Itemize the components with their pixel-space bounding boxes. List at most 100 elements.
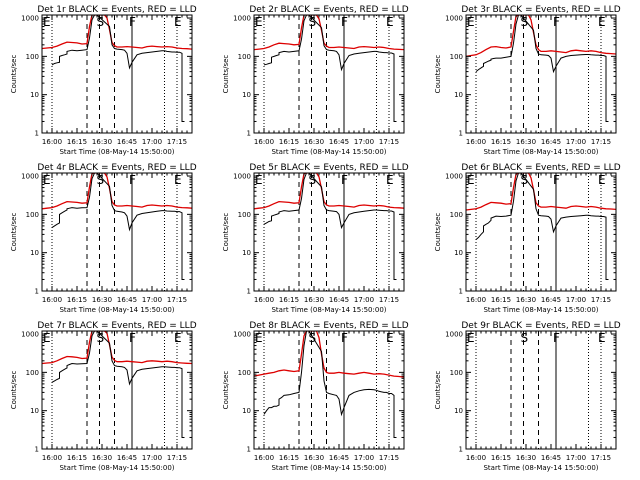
marker-label: E xyxy=(467,173,475,187)
y-axis-label: Counts/sec xyxy=(434,371,442,410)
panel-title: Det 8r BLACK = Events, RED = LLD xyxy=(249,321,408,331)
y-tick-label: 10 xyxy=(242,407,251,415)
x-axis-label: Start Time (08-May-14 15:50:00) xyxy=(271,464,386,472)
x-tick-label: 16:00 xyxy=(42,138,62,146)
x-tick-label: 16:30 xyxy=(92,138,112,146)
marker-label: F xyxy=(129,173,136,187)
x-axis-label: Start Time (08-May-14 15:50:00) xyxy=(483,464,598,472)
x-tick-label: 16:45 xyxy=(329,296,349,304)
y-tick-label: 10 xyxy=(30,249,39,257)
marker-label: F xyxy=(129,15,136,29)
panel-title: Det 1r BLACK = Events, RED = LLD xyxy=(37,5,196,15)
y-tick-label: 1 xyxy=(247,130,251,138)
y-tick-label: 100 xyxy=(238,369,251,377)
x-tick-label: 16:45 xyxy=(541,454,561,462)
x-tick-label: 17:00 xyxy=(566,454,586,462)
y-axis-label: Counts/sec xyxy=(222,371,230,410)
y-tick-label: 1 xyxy=(247,446,251,454)
marker-label: F xyxy=(129,331,136,345)
x-tick-label: 16:15 xyxy=(491,454,511,462)
panel-title: Det 4r BLACK = Events, RED = LLD xyxy=(37,163,196,173)
plot-frame xyxy=(41,14,193,134)
y-tick-label: 100 xyxy=(26,53,39,61)
x-tick-label: 16:45 xyxy=(329,138,349,146)
x-tick-label: 17:00 xyxy=(142,138,162,146)
marker-label: E xyxy=(467,15,475,29)
x-tick-label: 16:45 xyxy=(329,454,349,462)
y-tick-label: 10 xyxy=(242,249,251,257)
marker-label: S xyxy=(309,173,317,187)
series-events xyxy=(475,15,609,122)
series-events xyxy=(51,15,185,122)
marker-label: E xyxy=(174,331,182,345)
marker-label: E xyxy=(386,15,394,29)
marker-label: E xyxy=(598,173,606,187)
series-lld xyxy=(466,15,616,58)
marker-label: E xyxy=(255,331,263,345)
x-tick-label: 16:30 xyxy=(304,296,324,304)
series-lld xyxy=(254,331,404,378)
x-tick-label: 16:15 xyxy=(279,138,299,146)
y-tick-label: 10 xyxy=(242,91,251,99)
marker-label: S xyxy=(97,331,105,345)
x-tick-label: 17:15 xyxy=(591,138,611,146)
plot-frame xyxy=(253,330,405,450)
x-tick-label: 16:00 xyxy=(466,454,486,462)
marker-label: S xyxy=(521,173,529,187)
x-tick-label: 16:15 xyxy=(491,138,511,146)
panel-title: Det 3r BLACK = Events, RED = LLD xyxy=(461,5,620,15)
y-tick-label: 1 xyxy=(35,288,39,296)
y-tick-label: 10 xyxy=(30,91,39,99)
x-tick-label: 17:15 xyxy=(167,296,187,304)
panel-title: Det 5r BLACK = Events, RED = LLD xyxy=(249,163,408,173)
marker-label: S xyxy=(97,15,105,29)
y-tick-label: 1 xyxy=(247,288,251,296)
x-tick-label: 16:15 xyxy=(67,296,87,304)
y-axis-label: Counts/sec xyxy=(434,55,442,94)
y-axis-label: Counts/sec xyxy=(434,213,442,252)
y-tick-label: 1000 xyxy=(21,331,39,339)
marker-label: E xyxy=(255,15,263,29)
x-tick-label: 17:15 xyxy=(167,138,187,146)
x-tick-label: 16:45 xyxy=(117,296,137,304)
x-tick-label: 16:30 xyxy=(92,454,112,462)
marker-label: F xyxy=(553,15,560,29)
series-lld xyxy=(42,15,192,50)
x-axis-label: Start Time (08-May-14 15:50:00) xyxy=(59,306,174,314)
y-axis-label: Counts/sec xyxy=(222,55,230,94)
x-tick-label: 17:00 xyxy=(354,296,374,304)
y-tick-label: 100 xyxy=(26,369,39,377)
series-events xyxy=(51,331,185,438)
y-tick-label: 1 xyxy=(459,130,463,138)
x-tick-label: 17:15 xyxy=(379,138,399,146)
marker-label: E xyxy=(598,331,606,345)
y-tick-label: 100 xyxy=(450,211,463,219)
y-tick-label: 10 xyxy=(30,407,39,415)
x-tick-label: 17:00 xyxy=(142,454,162,462)
marker-label: E xyxy=(386,331,394,345)
x-tick-label: 17:15 xyxy=(591,296,611,304)
plot-frame xyxy=(253,14,405,134)
marker-label: F xyxy=(553,173,560,187)
y-tick-label: 10 xyxy=(454,91,463,99)
x-tick-label: 17:00 xyxy=(354,138,374,146)
y-tick-label: 100 xyxy=(450,369,463,377)
marker-label: S xyxy=(97,173,105,187)
x-tick-label: 17:00 xyxy=(354,454,374,462)
panel-title: Det 9r BLACK = Events, RED = LLD xyxy=(461,321,620,331)
marker-label: F xyxy=(553,331,560,345)
series-lld xyxy=(254,173,404,210)
x-tick-label: 17:00 xyxy=(566,138,586,146)
panel-title: Det 6r BLACK = Events, RED = LLD xyxy=(461,163,620,173)
marker-label: F xyxy=(341,331,348,345)
x-tick-label: 17:15 xyxy=(591,454,611,462)
x-tick-label: 16:45 xyxy=(117,454,137,462)
